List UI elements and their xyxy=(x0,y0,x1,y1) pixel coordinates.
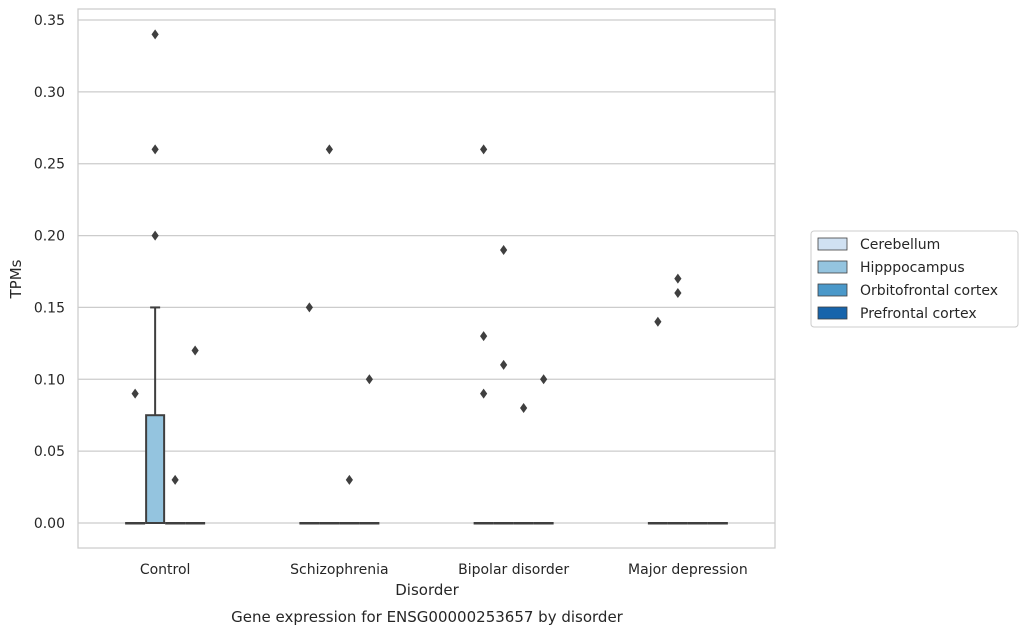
y-tick-label: 0.35 xyxy=(34,13,65,29)
y-tick-label: 0.20 xyxy=(34,229,65,245)
x-tick-label: Bipolar disorder xyxy=(458,562,569,578)
box-0-2 xyxy=(165,474,186,525)
outlier-point xyxy=(540,374,548,385)
outlier-point xyxy=(654,316,662,327)
x-tick-label: Major depression xyxy=(628,562,748,578)
outlier-point xyxy=(151,29,159,40)
x-axis-label: Disorder xyxy=(395,581,459,599)
box-groups xyxy=(125,29,728,525)
y-tick-labels: 0.00 0.05 0.10 0.15 0.20 0.25 0.30 0.35 xyxy=(34,13,65,532)
box-1-1 xyxy=(319,144,340,525)
plot-frame xyxy=(77,8,776,549)
outlier-point xyxy=(500,359,508,370)
y-tick-label: 0.10 xyxy=(34,372,65,388)
outlier-point xyxy=(305,302,313,313)
legend-swatch xyxy=(817,283,848,297)
legend-swatch xyxy=(817,306,848,320)
box-1-3 xyxy=(359,374,380,525)
box-0-1 xyxy=(145,29,166,525)
legend: Cerebellum Hipppocampus Orbitofrontal cort… xyxy=(810,230,1019,328)
x-tick-labels: Control Schizophrenia Bipolar disorder Majo… xyxy=(140,562,748,578)
chart-caption: Gene expression for ENSG00000253657 by d… xyxy=(231,608,624,626)
outlier-point xyxy=(191,345,199,356)
box-2-2 xyxy=(513,403,534,525)
outlier-point xyxy=(151,230,159,241)
legend-label: Prefrontal cortex xyxy=(860,306,977,322)
box xyxy=(145,414,166,525)
y-tick-label: 0.00 xyxy=(34,516,65,532)
outlier-point xyxy=(131,388,139,399)
outlier-point xyxy=(480,331,488,342)
box-0-0 xyxy=(125,388,146,525)
x-tick-label: Schizophrenia xyxy=(290,562,388,578)
legend-label: Hipppocampus xyxy=(860,260,965,276)
outlier-point xyxy=(520,403,528,414)
x-tick-label: Control xyxy=(140,562,191,578)
box-2-0 xyxy=(473,144,494,525)
outlier-point xyxy=(345,474,353,485)
y-tick-label: 0.25 xyxy=(34,157,65,173)
legend-label: Cerebellum xyxy=(860,237,940,253)
outlier-point xyxy=(480,144,488,155)
box-3-0 xyxy=(647,316,668,525)
box-3-3 xyxy=(707,522,728,525)
outlier-point xyxy=(500,244,508,255)
box-0-3 xyxy=(185,345,206,525)
outlier-point xyxy=(365,374,373,385)
y-tick-label: 0.30 xyxy=(34,85,65,101)
outlier-point xyxy=(674,288,682,299)
outlier-point xyxy=(151,144,159,155)
legend-swatch xyxy=(817,237,848,251)
y-tick-label: 0.15 xyxy=(34,300,65,316)
legend-swatch xyxy=(817,260,848,274)
box-3-1 xyxy=(667,273,688,525)
y-axis-label: TPMs xyxy=(7,259,25,299)
outlier-point xyxy=(171,474,179,485)
box-2-3 xyxy=(533,374,554,525)
outlier-point xyxy=(325,144,333,155)
box-1-0 xyxy=(299,302,320,525)
legend-frame xyxy=(810,230,1019,328)
box-2-1 xyxy=(493,244,514,525)
outlier-point xyxy=(674,273,682,284)
legend-label: Orbitofrontal cortex xyxy=(860,283,998,299)
box-1-2 xyxy=(339,474,360,525)
outlier-point xyxy=(480,388,488,399)
y-tick-label: 0.05 xyxy=(34,444,65,460)
box-3-2 xyxy=(687,522,708,525)
